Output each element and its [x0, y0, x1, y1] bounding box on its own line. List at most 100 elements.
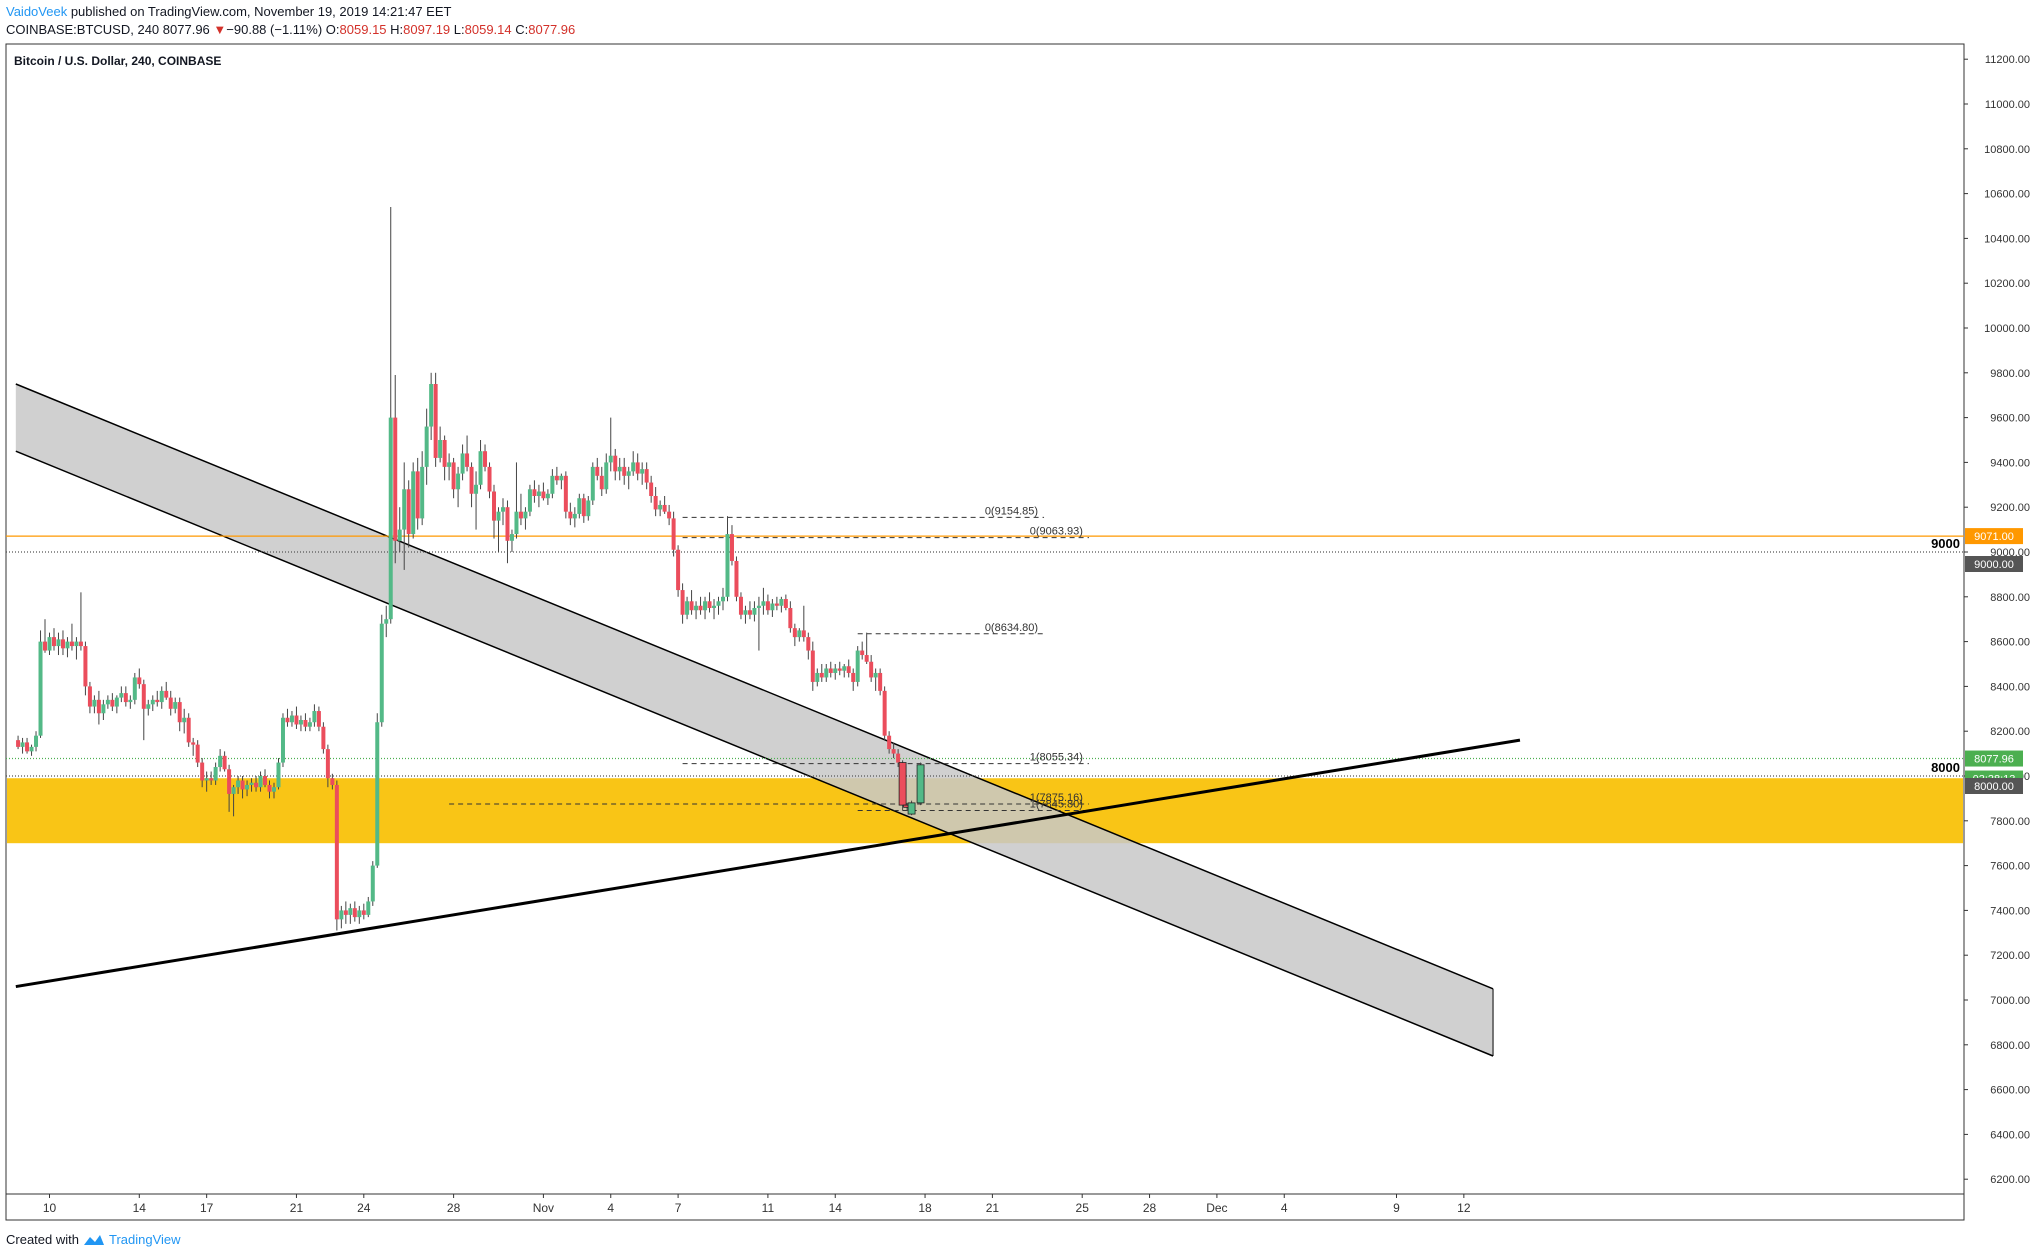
candle-up: [833, 668, 838, 673]
candle-down: [581, 498, 586, 517]
price-axis[interactable]: 6200.00 6400.00 6600.00 6800.00 7000.00 7200.…: [1964, 54, 2030, 1186]
candle-down: [168, 697, 173, 709]
price-badge: [1965, 778, 2023, 794]
change-arrow-icon: ▼: [213, 22, 227, 37]
candle-up: [424, 426, 429, 467]
candle-up: [456, 473, 461, 490]
candle-up: [307, 722, 312, 727]
candle-down: [898, 762, 907, 806]
candle-up: [379, 623, 384, 723]
chart-title: Bitcoin / U.S. Dollar, 240, COINBASE: [14, 54, 221, 68]
candle-down: [303, 720, 308, 727]
candle-down: [325, 749, 330, 779]
candle-down: [729, 534, 734, 561]
candle-down: [878, 672, 883, 691]
candle-up: [873, 672, 878, 678]
candle-up: [716, 601, 721, 606]
candle-down: [667, 511, 672, 519]
price-tick-label: 9400.00: [1990, 457, 2030, 469]
candle-down: [689, 601, 694, 611]
candle-up: [74, 641, 79, 647]
candle-up: [770, 603, 775, 611]
candle-up: [523, 511, 528, 519]
candle-down: [635, 462, 640, 474]
candle-up: [509, 534, 514, 541]
tradingview-link[interactable]: TradingView: [108, 1232, 181, 1247]
close-label: C:: [515, 22, 529, 37]
price-tick-label: 10000.00: [1984, 323, 2030, 335]
candle-down: [554, 475, 559, 481]
candle-down: [222, 755, 227, 770]
time-tick-label: 11: [762, 1201, 775, 1215]
price-tick-label: 6200.00: [1990, 1174, 2030, 1186]
price-tick-label: 7800.00: [1990, 816, 2030, 828]
candle-up: [105, 699, 110, 705]
candle-down: [765, 601, 770, 611]
candle-up: [132, 677, 137, 700]
candle-down: [819, 672, 824, 678]
candle-down: [810, 650, 815, 682]
candle-down: [16, 740, 21, 747]
candle-up: [536, 491, 541, 496]
author-link[interactable]: VaidoVeek: [6, 4, 68, 19]
candle-up: [119, 693, 124, 698]
candle-down: [662, 504, 667, 512]
fib-label: 0(9154.85): [985, 505, 1038, 517]
candle-up: [824, 668, 829, 678]
candle-up: [429, 384, 434, 427]
candle-up: [366, 901, 371, 915]
candle-up: [550, 475, 555, 494]
candle-up: [384, 619, 389, 624]
candle-down: [442, 440, 447, 467]
price-badge-label: 9071.00: [1974, 531, 2014, 543]
candle-up: [101, 704, 106, 714]
candle-down: [783, 599, 788, 608]
candle-down: [155, 699, 160, 703]
time-tick-label: 21: [290, 1201, 304, 1215]
candle-up: [640, 469, 645, 474]
candle-up: [272, 787, 276, 792]
candle-down: [568, 511, 573, 519]
candle-down: [738, 596, 743, 615]
time-tick-label: 10: [43, 1201, 57, 1215]
fib-label: 1(7875.16): [1030, 792, 1083, 804]
candle-down: [492, 491, 497, 521]
candle-up: [916, 764, 925, 804]
candle-up: [447, 462, 452, 467]
candle-down: [123, 693, 128, 703]
candle-up: [397, 529, 402, 541]
time-axis[interactable]: 10 14 17 21 24 28 Nov 4 7 11 14 18 21 25 28 Dec 4 9 12: [43, 1194, 1471, 1215]
created-with-text: Created with: [6, 1232, 79, 1247]
candle-up: [474, 484, 479, 494]
lines-layer: [6, 516, 1964, 989]
symbol-label: COINBASE:BTCUSD, 240: [6, 22, 160, 37]
candle-down: [653, 496, 658, 510]
candle-up: [478, 451, 483, 485]
time-tick-label: 21: [986, 1201, 1000, 1215]
candle-down: [433, 384, 438, 458]
candle-up: [496, 511, 501, 521]
price-tick-label: 7400.00: [1990, 905, 2030, 917]
candle-up: [586, 500, 591, 517]
candle-up: [527, 489, 532, 512]
candle-down: [801, 630, 806, 638]
price-badge: [1965, 556, 2023, 572]
time-tick-label: Nov: [533, 1201, 554, 1215]
candle-up: [182, 717, 187, 723]
candle-up: [47, 637, 52, 651]
channel-lower-line: [15, 450, 1494, 1057]
price-tick-label: 9800.00: [1990, 368, 2030, 380]
fib-label: 1(8055.34): [1030, 752, 1083, 764]
candle-down: [806, 637, 811, 651]
candle-down: [51, 637, 56, 647]
candle-up: [842, 666, 847, 671]
candle-down: [644, 469, 649, 483]
candle-down: [361, 910, 366, 915]
level-label: 9000: [1931, 536, 1960, 551]
time-tick-label: 12: [1457, 1201, 1471, 1215]
time-tick-label: 14: [133, 1201, 147, 1215]
low-label: L:: [453, 22, 465, 37]
candle-down: [285, 717, 290, 723]
candle-up: [514, 511, 519, 535]
